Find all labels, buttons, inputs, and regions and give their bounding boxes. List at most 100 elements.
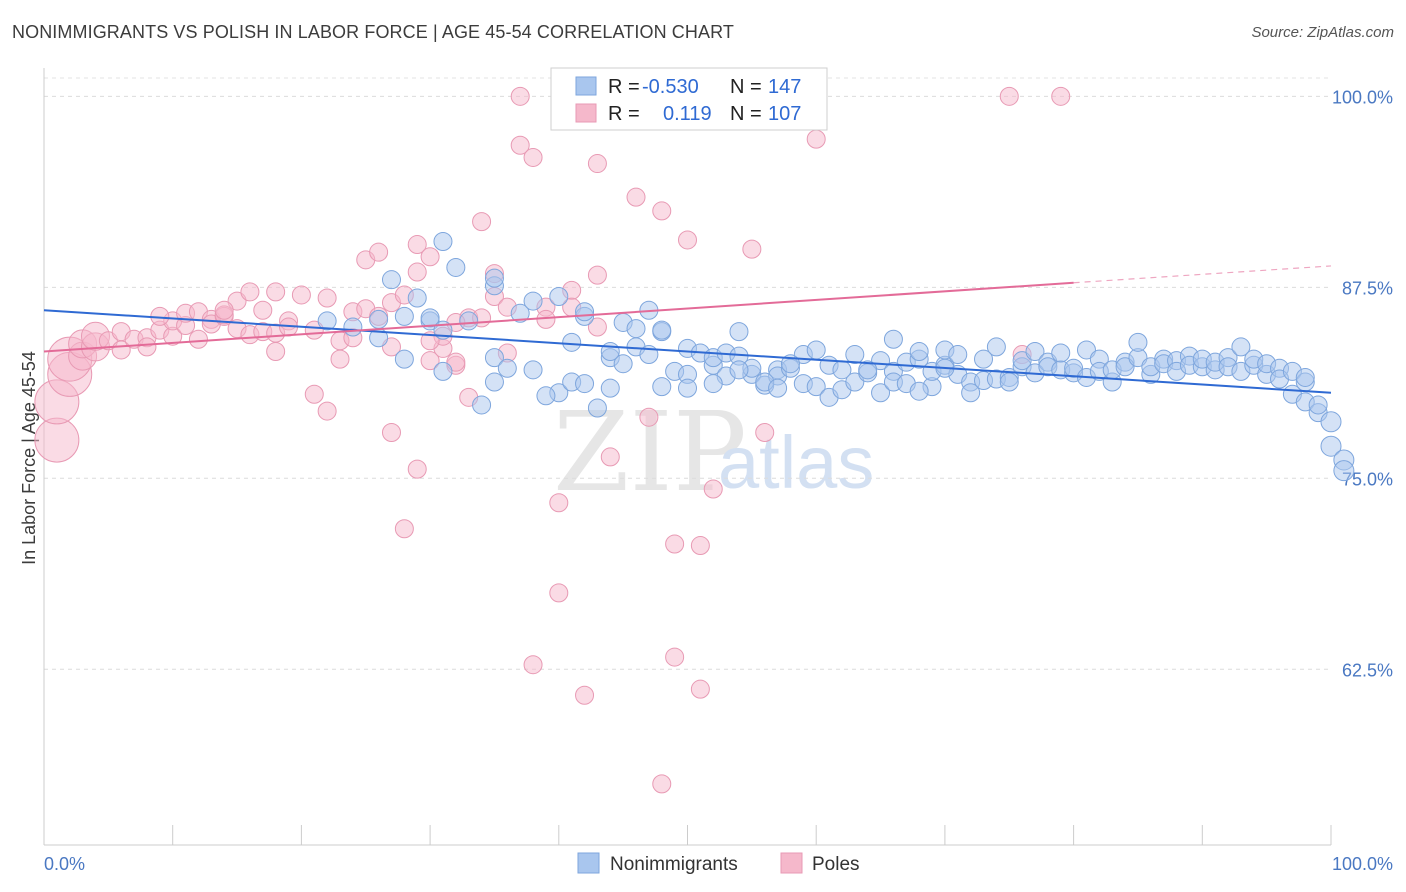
nonimmigrants-point-102 — [1115, 357, 1135, 377]
poles-point-87 — [665, 647, 685, 667]
poles-point-35 — [291, 285, 311, 305]
poles-point-100 — [407, 459, 427, 479]
nonimmigrants-point-144 — [678, 378, 697, 398]
y-tick-label-1: 87.5% — [1342, 278, 1393, 298]
poles-point-38 — [317, 401, 337, 421]
poles-point-102 — [381, 337, 401, 357]
poles-point-73 — [549, 493, 569, 513]
poles-point-26 — [227, 291, 247, 311]
poles-point-92 — [703, 479, 723, 499]
poles-point-96 — [999, 86, 1019, 106]
nonimmigrants-point-143 — [703, 374, 723, 394]
y-axis-label: In Labor Force | Age 45-54 — [19, 351, 39, 565]
nonimmigrants-point-154 — [948, 345, 968, 365]
nonimmigrants-point-153 — [909, 381, 929, 401]
nonimmigrants-point-84 — [999, 372, 1019, 392]
nonimmigrants-point-12 — [433, 231, 453, 251]
nonimmigrants-point-14 — [459, 311, 479, 331]
poles-point-13 — [137, 337, 157, 357]
poles-point-77 — [575, 685, 595, 705]
poles-point-105 — [214, 300, 234, 320]
nonimmigrants-point-72 — [909, 341, 929, 361]
nonimmigrants-point-19 — [510, 303, 530, 323]
nonimmigrants-points — [317, 231, 1355, 482]
trend-line-nonimmigrants — [43, 309, 1332, 394]
nonimmigrants-point-65 — [871, 383, 891, 403]
nonimmigrants-point-96 — [1076, 340, 1096, 360]
legend-r-label-2: R = — [608, 103, 640, 125]
x-tick-label-1: 100.0% — [1332, 854, 1393, 874]
bottom-legend-swatch-poles — [780, 852, 803, 874]
nonimmigrants-point-47 — [729, 322, 749, 342]
poles-point-94 — [755, 422, 775, 442]
poles-point-51 — [394, 519, 414, 539]
poles-point-69 — [510, 135, 530, 155]
legend-r-value-2: 0.119 — [663, 103, 712, 125]
poles-point-72 — [536, 309, 556, 329]
nonimmigrants-point-0 — [317, 311, 337, 331]
nonimmigrants-point-16 — [484, 372, 504, 392]
x-tick-labels: 0.0% 100.0% — [44, 854, 1393, 874]
nonimmigrants-point-37 — [652, 377, 672, 397]
poles-point-78 — [587, 154, 607, 174]
poles-point-86 — [652, 201, 672, 221]
legend-r-label-1: R = — [608, 76, 640, 98]
nonimmigrants-point-150 — [652, 320, 672, 340]
nonimmigrants-point-82 — [986, 337, 1006, 357]
nonimmigrants-point-79 — [961, 383, 981, 403]
y-tick-labels: 100.0% 87.5% 75.0% 62.5% — [1332, 87, 1393, 680]
legend-swatch-poles — [575, 103, 597, 123]
poles-point-89 — [678, 230, 697, 250]
nonimmigrants-point-66 — [871, 351, 891, 371]
legend-r-value-1: -0.530 — [642, 76, 699, 98]
nonimmigrants-point-87 — [1025, 341, 1045, 361]
poles-point-62 — [472, 212, 492, 232]
legend-n-value-2: 107 — [768, 103, 801, 125]
nonimmigrants-point-57 — [806, 377, 826, 397]
poles-point-97 — [1051, 86, 1071, 106]
nonimmigrants-point-148 — [497, 358, 517, 378]
nonimmigrants-point-28 — [575, 302, 595, 322]
legend-n-label-2: N = — [730, 103, 762, 125]
poles-point-79 — [587, 317, 607, 337]
y-tick-label-0: 100.0% — [1332, 87, 1393, 107]
poles-point-54 — [420, 247, 440, 267]
nonimmigrants-point-11 — [446, 257, 466, 277]
poles-point-81 — [600, 447, 620, 467]
bottom-legend-label-nonimmigrants: Nonimmigrants — [610, 854, 738, 875]
nonimmigrants-point-13 — [433, 361, 453, 381]
nonimmigrants-point-86 — [1012, 351, 1032, 371]
poles-point-41 — [330, 349, 350, 369]
nonimmigrants-point-21 — [523, 360, 543, 380]
poles-point-68 — [510, 86, 530, 106]
nonimmigrants-point-156 — [883, 329, 903, 349]
nonimmigrants-point-63 — [845, 345, 865, 365]
nonimmigrants-point-1 — [343, 317, 363, 337]
stats-legend-box — [550, 67, 828, 131]
watermark-atlas: atlas — [718, 421, 874, 504]
nonimmigrants-point-2 — [369, 309, 389, 329]
poles-point-31 — [266, 341, 286, 361]
poles-point-46 — [369, 242, 389, 262]
chart-title: NONIMMIGRANTS VS POLISH IN LABOR FORCE |… — [12, 22, 734, 42]
nonimmigrants-point-7 — [407, 288, 427, 308]
poles-point-37 — [304, 384, 324, 404]
nonimmigrants-point-155 — [974, 349, 994, 369]
legend-swatch-nonimmigrants — [575, 76, 597, 96]
y-tick-label-2: 75.0% — [1342, 469, 1393, 489]
poles-point-95 — [806, 129, 826, 149]
poles-point-52 — [407, 235, 427, 255]
nonimmigrants-point-134 — [1320, 411, 1342, 433]
poles-point-70 — [523, 147, 543, 167]
poles-point-104 — [266, 282, 286, 302]
nonimmigrants-point-147 — [575, 374, 595, 394]
stats-legend: R = -0.530 N = 147 R = 0.119 N = 107 — [550, 67, 828, 131]
poles-point-28 — [240, 282, 260, 302]
poles-point-93 — [742, 239, 762, 259]
poles-point-30 — [253, 300, 273, 320]
nonimmigrants-point-15 — [484, 348, 504, 368]
y-tick-label-3: 62.5% — [1342, 660, 1393, 680]
nonimmigrants-point-9 — [420, 308, 440, 328]
nonimmigrants-point-5 — [394, 306, 414, 326]
